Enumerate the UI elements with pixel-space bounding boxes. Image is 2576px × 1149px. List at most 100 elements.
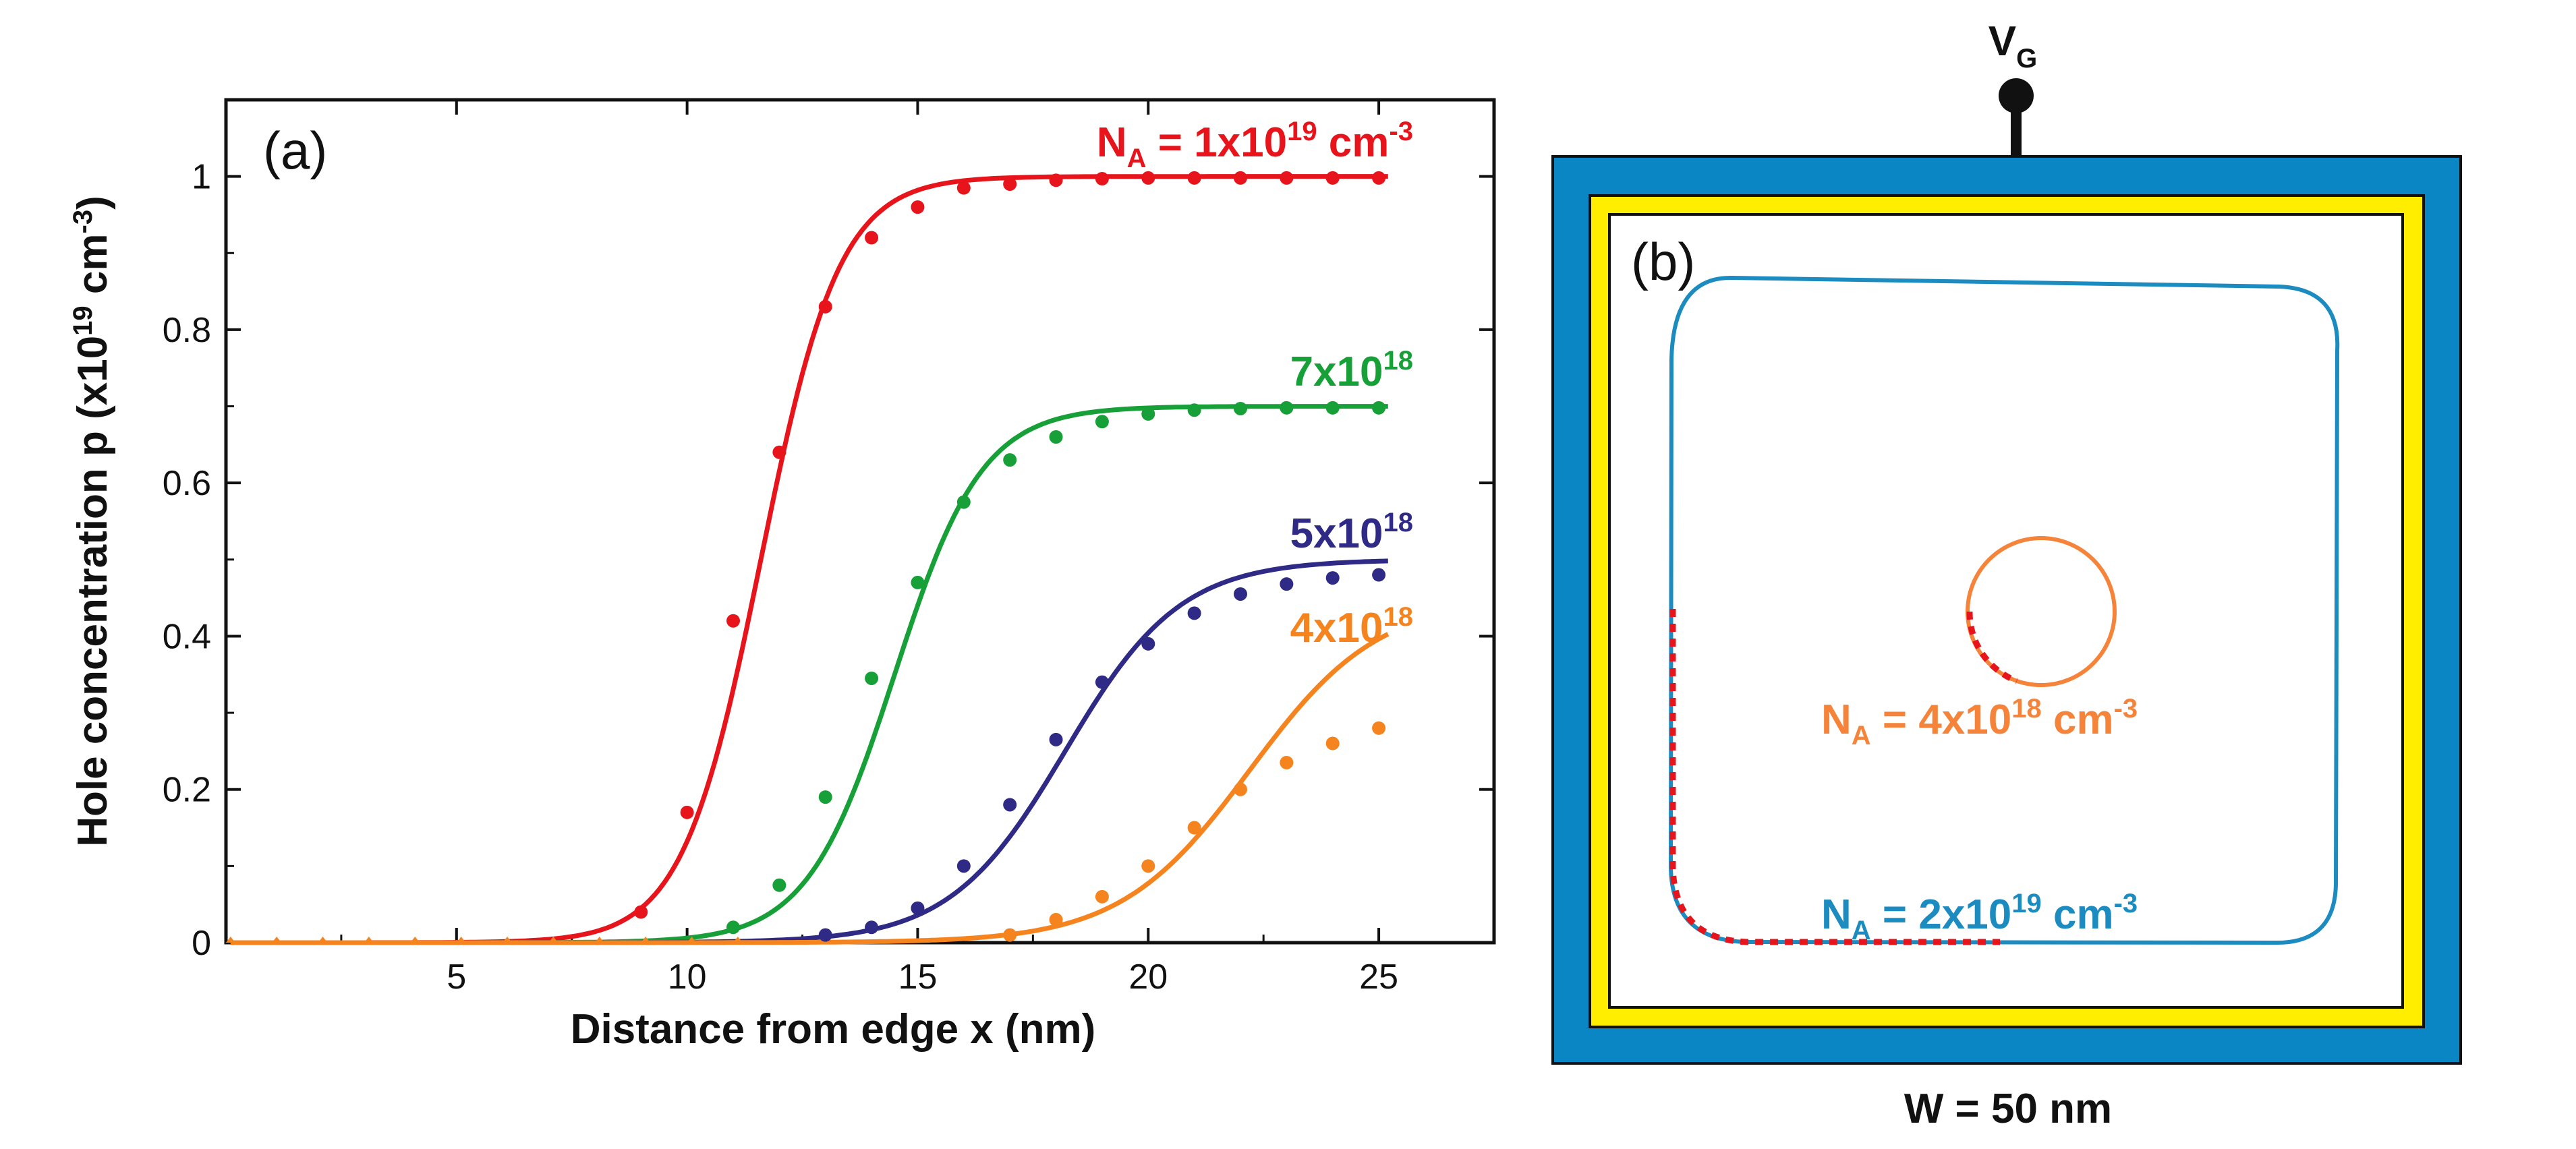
data-point — [1187, 171, 1201, 185]
data-point — [1003, 453, 1017, 467]
series-label-4e18-base: 4x10 — [1290, 605, 1383, 651]
data-point — [1372, 171, 1386, 185]
series-label-1e19-base: N — [1097, 119, 1127, 166]
y-tick-label: 0 — [192, 924, 211, 963]
series-points — [634, 171, 1386, 942]
baseline-marker — [733, 937, 743, 943]
baseline-marker — [548, 937, 559, 943]
x-tick-label: 10 — [668, 958, 707, 997]
y-tick-label: 0.8 — [163, 311, 211, 350]
series-label-5e18-base: 5x10 — [1290, 510, 1383, 557]
gate-label-sub: G — [2016, 44, 2037, 73]
data-point — [1372, 401, 1386, 415]
data-point — [1003, 928, 1017, 942]
data-point — [1234, 171, 1247, 185]
x-tick-label: 20 — [1128, 958, 1168, 997]
data-point — [1049, 732, 1063, 746]
baseline-marker — [594, 937, 604, 943]
width-label: W = 50 nm — [1904, 1086, 2112, 1132]
baseline-marker — [641, 937, 651, 943]
data-point — [1003, 798, 1017, 812]
contour-small-dotted-overlay — [1966, 611, 2018, 684]
data-point — [1280, 401, 1294, 415]
contour-small-label-base: N — [1821, 697, 1852, 743]
data-point — [911, 200, 925, 214]
data-point — [1325, 736, 1340, 750]
series-label-1e19-sup2: -3 — [1389, 117, 1413, 146]
data-point — [865, 671, 879, 685]
series-label-7e18: 7x1018 — [1290, 346, 1413, 395]
data-point — [1187, 821, 1201, 835]
baseline-marker — [503, 937, 513, 943]
contour-small-label-sup: 18 — [2011, 694, 2042, 724]
contour-large-dotted-overlay — [1669, 609, 2000, 945]
baseline-markers — [225, 937, 743, 943]
contour-large-label-sub: A — [1852, 916, 1871, 945]
contour-small-label: NA = 4x1018 cm-3 — [1821, 694, 2138, 750]
contour-small-label-sub: A — [1852, 721, 1871, 750]
contour-small-label-unit: cm — [2042, 697, 2114, 743]
x-tick-label: 25 — [1359, 958, 1398, 997]
data-point — [1049, 912, 1063, 926]
data-point — [1325, 401, 1340, 415]
contour-large-label-base: N — [1821, 891, 1852, 938]
data-point — [956, 495, 971, 509]
contour-small-label-sup2: -3 — [2114, 694, 2138, 724]
contour-small-label-mid: = 4x10 — [1871, 697, 2012, 743]
baseline-marker — [364, 937, 374, 943]
panel-a-label: (a) — [263, 121, 327, 180]
data-point — [1372, 568, 1386, 582]
series-label-4e18: 4x1018 — [1290, 602, 1413, 651]
data-point — [1234, 401, 1247, 415]
y-tick-label: 0.2 — [163, 771, 211, 810]
gate-label: VG — [1988, 18, 2037, 73]
data-point — [1325, 571, 1340, 585]
contour-large-label-mid: = 2x10 — [1871, 891, 2012, 938]
data-point — [772, 445, 786, 459]
channel-region — [1608, 213, 2404, 1009]
series-line-1 — [230, 404, 1388, 945]
series-label-1e19-sub: A — [1127, 144, 1147, 173]
data-point — [911, 575, 925, 589]
data-point — [911, 901, 925, 915]
data-point — [956, 181, 971, 195]
series-label-7e18-base: 7x10 — [1290, 349, 1383, 395]
y-axis-title-unit: cm — [69, 233, 116, 305]
series-label-5e18: 5x1018 — [1290, 508, 1413, 557]
data-point — [1141, 407, 1155, 421]
data-point — [1187, 606, 1201, 620]
data-point — [1049, 173, 1063, 187]
data-point — [1234, 782, 1247, 796]
data-point — [1095, 172, 1109, 186]
data-point — [865, 920, 879, 935]
baseline-marker — [318, 937, 328, 943]
gate-contact-dot — [1999, 78, 2034, 113]
series-label-1e19-unit: cm — [1317, 119, 1390, 166]
y-axis-title-exp2: -3 — [68, 210, 98, 234]
x-tick-label: 15 — [898, 958, 938, 997]
series-line-3 — [230, 632, 1390, 945]
data-point — [865, 231, 879, 245]
baseline-marker — [225, 937, 235, 943]
y-tick-label: 0.6 — [163, 464, 211, 503]
baseline-marker — [272, 937, 282, 943]
data-point — [1141, 171, 1155, 185]
data-point — [1095, 889, 1109, 904]
data-point — [1280, 171, 1294, 185]
y-axis-title-close: ) — [69, 196, 116, 210]
contour-large-label-sup2: -3 — [2114, 889, 2138, 918]
contour-large-label-sup: 19 — [2011, 889, 2042, 918]
baseline-marker — [410, 937, 420, 943]
data-point — [1095, 675, 1109, 689]
baseline-marker — [456, 937, 466, 943]
data-point — [772, 878, 786, 892]
data-point — [818, 928, 832, 942]
data-point — [726, 920, 740, 935]
series-label-1e19-sup: 19 — [1287, 117, 1317, 146]
y-axis-title: Hole concentration p (x1019 cm-3) — [68, 196, 116, 847]
data-point — [818, 790, 832, 804]
data-point — [634, 905, 648, 919]
data-point — [1095, 415, 1109, 429]
data-point — [1325, 171, 1340, 185]
data-point — [1234, 587, 1247, 601]
